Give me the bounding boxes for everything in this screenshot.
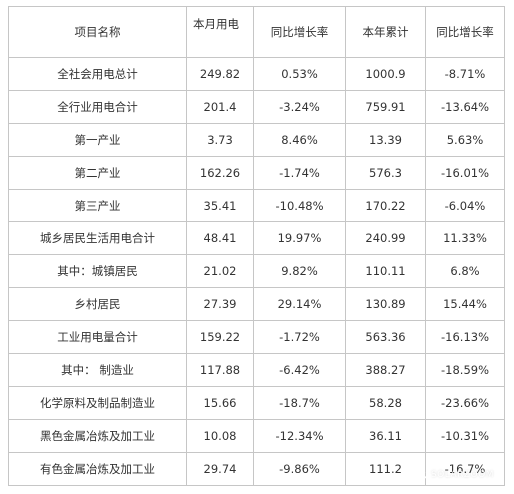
cell-ytd-cumulative: 563.36	[345, 320, 426, 355]
cell-item-name: 城乡居民生活用电合计	[8, 221, 187, 256]
cell-ytd-yoy: -16.13%	[425, 320, 505, 355]
sun-rays-logo-icon	[414, 470, 428, 480]
cell-ytd-cumulative: 110.11	[345, 254, 426, 289]
cell-ytd-yoy: -18.59%	[425, 353, 505, 387]
cell-ytd-yoy: 5.63%	[425, 122, 505, 157]
table-row: 其中： 制造业 117.88 -6.42% 388.27 -18.59%	[8, 353, 505, 387]
table-row: 第一产业 3.73 8.46% 13.39 5.63%	[8, 122, 505, 157]
cell-monthly-usage: 117.88	[186, 353, 254, 387]
cell-item-name: 黑色金属冶炼及加工业	[8, 418, 187, 453]
cell-monthly-usage: 21.02	[186, 254, 254, 289]
cell-item-name: 工业用电量合计	[8, 320, 187, 355]
cell-monthly-yoy: -9.86%	[253, 451, 346, 486]
cell-ytd-cumulative: 36.11	[345, 418, 426, 453]
cell-item-name: 化学原料及制品制造业	[8, 385, 187, 420]
cell-ytd-cumulative: 111.2	[345, 451, 426, 486]
cell-ytd-yoy: 11.33%	[425, 221, 505, 256]
table-row: 化学原料及制品制造业 15.66 -18.7% 58.28 -23.66%	[8, 385, 505, 420]
cell-item-name: 乡村居民	[8, 287, 187, 322]
watermark-text: SOLARZOOM	[430, 470, 494, 480]
table-row: 乡村居民 27.39 29.14% 130.89 15.44%	[8, 287, 505, 322]
cell-monthly-yoy: -18.7%	[253, 385, 346, 420]
header-ytd-cumulative: 本年累计	[345, 6, 426, 58]
cell-monthly-yoy: 8.46%	[253, 122, 346, 157]
cell-monthly-yoy: 29.14%	[253, 287, 346, 322]
table-row: 其中：城镇居民 21.02 9.82% 110.11 6.8%	[8, 254, 505, 289]
cell-monthly-yoy: -6.42%	[253, 353, 346, 387]
cell-monthly-usage: 10.08	[186, 418, 254, 453]
table-row: 工业用电量合计 159.22 -1.72% 563.36 -16.13%	[8, 320, 505, 355]
cell-monthly-yoy: -3.24%	[253, 89, 346, 124]
cell-monthly-yoy: -10.48%	[253, 188, 346, 223]
watermark: SOLARZOOM	[414, 470, 494, 480]
table-header-row: 项目名称 本月用电 同比增长率 本年累计 同比增长率	[8, 6, 505, 58]
cell-ytd-cumulative: 388.27	[345, 353, 426, 387]
header-ytd-yoy-growth: 同比增长率	[425, 6, 505, 58]
cell-monthly-yoy: -1.74%	[253, 155, 346, 190]
cell-ytd-cumulative: 13.39	[345, 122, 426, 157]
cell-ytd-yoy: -16.7%	[425, 451, 505, 486]
cell-ytd-yoy: -10.31%	[425, 418, 505, 453]
cell-ytd-yoy: -8.71%	[425, 57, 505, 91]
cell-monthly-yoy: 19.97%	[253, 221, 346, 256]
cell-ytd-cumulative: 130.89	[345, 287, 426, 322]
cell-item-name: 有色金属冶炼及加工业	[8, 451, 187, 486]
cell-monthly-usage: 29.74	[186, 451, 254, 486]
cell-item-name: 全社会用电总计	[8, 57, 187, 91]
cell-ytd-cumulative: 1000.9	[345, 57, 426, 91]
cell-ytd-cumulative: 58.28	[345, 385, 426, 420]
cell-monthly-usage: 48.41	[186, 221, 254, 256]
cell-monthly-usage: 15.66	[186, 385, 254, 420]
header-monthly-usage-text: 本月用电	[193, 17, 239, 31]
cell-ytd-cumulative: 240.99	[345, 221, 426, 256]
header-monthly-yoy-growth: 同比增长率	[253, 6, 346, 58]
cell-monthly-usage: 162.26	[186, 155, 254, 190]
cell-ytd-yoy: 6.8%	[425, 254, 505, 289]
cell-ytd-yoy: 15.44%	[425, 287, 505, 322]
cell-ytd-yoy: -23.66%	[425, 385, 505, 420]
table-row: 第二产业 162.26 -1.74% 576.3 -16.01%	[8, 155, 505, 190]
cell-monthly-yoy: -1.72%	[253, 320, 346, 355]
table-row: 全行业用电合计 201.4 -3.24% 759.91 -13.64%	[8, 89, 505, 124]
cell-ytd-yoy: -13.64%	[425, 89, 505, 124]
cell-monthly-usage: 249.82	[186, 57, 254, 91]
cell-monthly-yoy: 0.53%	[253, 57, 346, 91]
table-row: 第三产业 35.41 -10.48% 170.22 -6.04%	[8, 188, 505, 223]
cell-item-name: 全行业用电合计	[8, 89, 187, 124]
cell-monthly-usage: 35.41	[186, 188, 254, 223]
cell-item-name: 其中： 制造业	[8, 353, 187, 387]
cell-item-name: 第三产业	[8, 188, 187, 223]
cell-item-name: 第二产业	[8, 155, 187, 190]
table-row: 黑色金属冶炼及加工业 10.08 -12.34% 36.11 -10.31%	[8, 418, 505, 453]
cell-ytd-cumulative: 576.3	[345, 155, 426, 190]
cell-monthly-usage: 3.73	[186, 122, 254, 157]
cell-ytd-yoy: -6.04%	[425, 188, 505, 223]
cell-monthly-usage: 159.22	[186, 320, 254, 355]
header-monthly-usage: 本月用电	[186, 6, 254, 58]
table-row: 城乡居民生活用电合计 48.41 19.97% 240.99 11.33%	[8, 221, 505, 256]
cell-item-name: 第一产业	[8, 122, 187, 157]
header-item-name: 项目名称	[8, 6, 187, 58]
table-row: 有色金属冶炼及加工业 29.74 -9.86% 111.2 -16.7%	[8, 451, 505, 486]
electricity-table-container: 项目名称 本月用电 同比增长率 本年累计 同比增长率 全社会用电总计 249.82…	[8, 6, 505, 486]
cell-ytd-yoy: -16.01%	[425, 155, 505, 190]
electricity-consumption-table: 项目名称 本月用电 同比增长率 本年累计 同比增长率 全社会用电总计 249.82…	[8, 6, 505, 486]
table-body: 全社会用电总计 249.82 0.53% 1000.9 -8.71% 全行业用电合计 201…	[8, 57, 505, 486]
cell-monthly-usage: 27.39	[186, 287, 254, 322]
cell-monthly-usage: 201.4	[186, 89, 254, 124]
table-row: 全社会用电总计 249.82 0.53% 1000.9 -8.71%	[8, 57, 505, 91]
cell-monthly-yoy: 9.82%	[253, 254, 346, 289]
cell-ytd-cumulative: 170.22	[345, 188, 426, 223]
cell-item-name: 其中：城镇居民	[8, 254, 187, 289]
cell-ytd-cumulative: 759.91	[345, 89, 426, 124]
cell-monthly-yoy: -12.34%	[253, 418, 346, 453]
